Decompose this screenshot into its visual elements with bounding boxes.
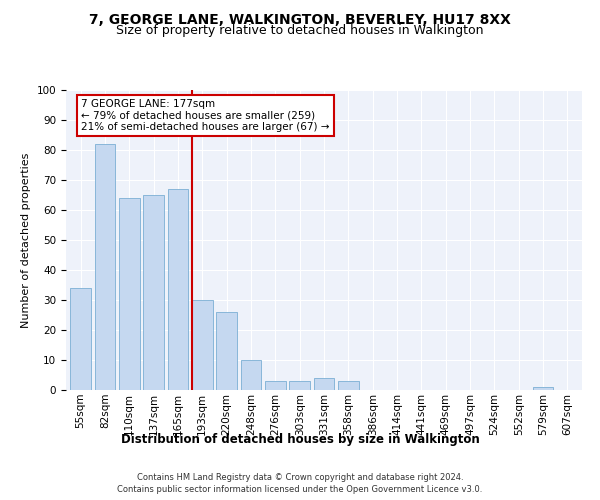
Text: 7, GEORGE LANE, WALKINGTON, BEVERLEY, HU17 8XX: 7, GEORGE LANE, WALKINGTON, BEVERLEY, HU…: [89, 12, 511, 26]
Bar: [289, 381, 310, 390]
Bar: [192, 300, 212, 390]
Bar: [241, 360, 262, 390]
Text: Distribution of detached houses by size in Walkington: Distribution of detached houses by size …: [121, 432, 479, 446]
Text: Contains public sector information licensed under the Open Government Licence v3: Contains public sector information licen…: [118, 485, 482, 494]
Text: Contains HM Land Registry data © Crown copyright and database right 2024.: Contains HM Land Registry data © Crown c…: [137, 472, 463, 482]
Y-axis label: Number of detached properties: Number of detached properties: [21, 152, 31, 328]
Bar: [216, 312, 237, 390]
Bar: [338, 381, 359, 390]
Bar: [167, 189, 188, 390]
Bar: [533, 387, 553, 390]
Bar: [70, 288, 91, 390]
Bar: [314, 378, 334, 390]
Bar: [95, 144, 115, 390]
Bar: [119, 198, 140, 390]
Bar: [143, 195, 164, 390]
Bar: [265, 381, 286, 390]
Text: 7 GEORGE LANE: 177sqm
← 79% of detached houses are smaller (259)
21% of semi-det: 7 GEORGE LANE: 177sqm ← 79% of detached …: [82, 99, 330, 132]
Text: Size of property relative to detached houses in Walkington: Size of property relative to detached ho…: [116, 24, 484, 37]
